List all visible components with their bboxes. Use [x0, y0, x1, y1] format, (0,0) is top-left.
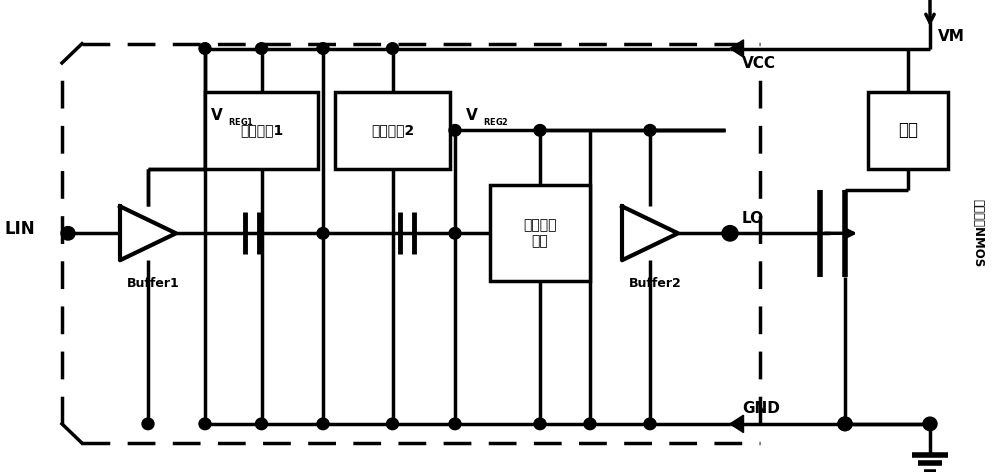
Bar	[335, 92, 450, 169]
Text: 电平移位
电路: 电平移位 电路	[523, 218, 557, 248]
Text: 稳压电路2: 稳压电路2	[371, 123, 414, 137]
Circle shape	[449, 418, 461, 430]
Text: VCC: VCC	[742, 56, 776, 71]
Circle shape	[534, 125, 546, 136]
Text: Buffer1: Buffer1	[127, 277, 179, 290]
Bar	[205, 92, 318, 169]
Polygon shape	[120, 206, 176, 260]
Text: 变量转换NMOS: 变量转换NMOS	[972, 199, 984, 268]
Circle shape	[838, 417, 852, 430]
Circle shape	[256, 43, 268, 54]
Text: Buffer2: Buffer2	[629, 277, 681, 290]
Circle shape	[923, 417, 937, 430]
Circle shape	[584, 418, 596, 430]
Circle shape	[199, 43, 211, 54]
Text: $\mathbf{V}$: $\mathbf{V}$	[465, 107, 479, 123]
Text: $\mathbf{V}$: $\mathbf{V}$	[210, 107, 224, 123]
Circle shape	[317, 418, 329, 430]
Circle shape	[317, 43, 329, 54]
Circle shape	[838, 417, 852, 430]
Text: 稳压电路1: 稳压电路1	[240, 123, 283, 137]
Text: $\mathbf{_{REG2}}$: $\mathbf{_{REG2}}$	[483, 115, 509, 128]
Text: VM: VM	[938, 29, 965, 44]
Circle shape	[386, 43, 398, 54]
Polygon shape	[730, 415, 744, 432]
Circle shape	[449, 228, 461, 239]
Text: GND: GND	[742, 401, 780, 416]
Circle shape	[534, 418, 546, 430]
Text: LIN: LIN	[5, 220, 36, 238]
Circle shape	[722, 226, 738, 241]
Circle shape	[386, 418, 398, 430]
Text: $\mathbf{_{REG1}}$: $\mathbf{_{REG1}}$	[228, 115, 254, 128]
Bar	[490, 185, 590, 281]
Text: LO: LO	[742, 211, 764, 226]
Circle shape	[449, 125, 461, 136]
Circle shape	[256, 418, 268, 430]
Circle shape	[199, 418, 211, 430]
Circle shape	[644, 125, 656, 136]
Text: 负载: 负载	[898, 121, 918, 139]
Circle shape	[644, 418, 656, 430]
Circle shape	[317, 228, 329, 239]
Polygon shape	[730, 40, 744, 57]
Bar	[868, 92, 948, 169]
Polygon shape	[622, 206, 678, 260]
Circle shape	[142, 418, 154, 430]
Circle shape	[61, 227, 75, 240]
